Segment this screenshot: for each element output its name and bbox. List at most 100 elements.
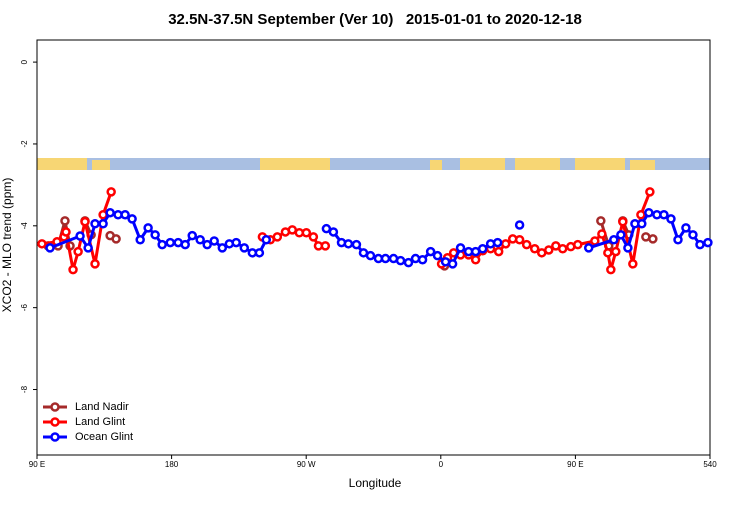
data-point bbox=[239, 243, 250, 253]
x-tick-label: 90 E bbox=[567, 460, 583, 469]
data-point bbox=[417, 255, 428, 265]
legend-marker bbox=[50, 417, 60, 427]
x-tick-label: 0 bbox=[439, 460, 444, 469]
data-point bbox=[425, 246, 436, 257]
data-point bbox=[492, 237, 503, 248]
data-point bbox=[623, 243, 633, 253]
legend-label: Ocean Glint bbox=[75, 431, 133, 443]
data-point bbox=[202, 239, 212, 250]
data-point bbox=[666, 214, 676, 224]
data-point bbox=[301, 228, 312, 238]
data-point bbox=[695, 239, 705, 250]
data-point bbox=[628, 259, 638, 269]
data-point bbox=[493, 246, 504, 257]
data-point bbox=[68, 264, 78, 275]
data-point bbox=[603, 248, 613, 258]
data-point bbox=[618, 216, 628, 227]
data-point bbox=[590, 236, 600, 246]
y-axis-label: XCO2 - MLO trend (ppm) bbox=[0, 178, 14, 313]
data-point bbox=[308, 232, 319, 242]
data-point bbox=[98, 219, 108, 229]
data-point bbox=[514, 220, 525, 230]
data-point bbox=[328, 227, 339, 237]
data-point bbox=[90, 219, 100, 229]
data-point bbox=[573, 239, 583, 250]
data-point bbox=[380, 253, 391, 264]
data-point bbox=[217, 243, 228, 253]
data-point bbox=[106, 187, 116, 197]
legend-marker bbox=[50, 432, 60, 442]
data-point bbox=[681, 223, 691, 233]
y-tick-label: 0 bbox=[20, 59, 29, 64]
data-point bbox=[120, 210, 130, 220]
data-point bbox=[135, 234, 145, 245]
data-point bbox=[403, 257, 414, 268]
y-tick-label: -2 bbox=[20, 140, 29, 148]
x-tick-label: 90 E bbox=[29, 460, 45, 469]
data-point bbox=[90, 259, 100, 269]
data-point bbox=[557, 243, 568, 254]
data-point bbox=[596, 216, 606, 226]
data-point bbox=[320, 241, 331, 251]
data-point bbox=[544, 245, 554, 255]
data-point bbox=[395, 255, 406, 266]
data-point bbox=[703, 237, 713, 248]
data-point bbox=[648, 234, 658, 244]
y-tick-label: -4 bbox=[20, 222, 29, 230]
x-tick-label: 540 bbox=[703, 460, 717, 469]
data-point bbox=[105, 207, 115, 218]
data-point bbox=[432, 250, 443, 261]
data-point bbox=[60, 216, 70, 226]
data-point bbox=[61, 227, 71, 237]
data-point bbox=[37, 239, 47, 249]
data-point bbox=[673, 234, 683, 245]
legend-marker bbox=[50, 402, 60, 412]
data-point bbox=[261, 234, 272, 245]
data-point bbox=[321, 223, 332, 234]
data-point bbox=[636, 210, 646, 220]
data-point bbox=[637, 219, 647, 229]
data-point bbox=[529, 243, 540, 254]
y-tick-label: -8 bbox=[20, 385, 29, 393]
data-point bbox=[645, 187, 655, 197]
data-point bbox=[447, 259, 458, 269]
data-point bbox=[500, 239, 511, 249]
data-point bbox=[75, 231, 85, 241]
data-point bbox=[455, 243, 466, 253]
data-point bbox=[470, 255, 481, 265]
data-point bbox=[606, 264, 616, 275]
data-point bbox=[514, 234, 525, 245]
data-point bbox=[83, 243, 93, 253]
data-point bbox=[477, 243, 488, 254]
x-axis-label: Longitude bbox=[349, 476, 402, 490]
data-point bbox=[365, 250, 376, 261]
plot-frame bbox=[36, 39, 711, 456]
data-point bbox=[343, 239, 354, 249]
data-point bbox=[127, 214, 137, 224]
data-point bbox=[45, 243, 55, 253]
data-point bbox=[157, 239, 167, 250]
data-point bbox=[644, 207, 654, 218]
data-point bbox=[659, 210, 669, 220]
data-point bbox=[272, 232, 283, 242]
data-point bbox=[521, 239, 532, 250]
data-point bbox=[597, 229, 607, 239]
x-tick-label: 90 W bbox=[297, 460, 316, 469]
data-point bbox=[195, 234, 205, 245]
data-point bbox=[80, 216, 90, 227]
data-point bbox=[231, 237, 241, 248]
data-point bbox=[254, 248, 265, 258]
legend-label: Land Glint bbox=[75, 416, 125, 428]
series-line bbox=[41, 191, 652, 271]
data-point bbox=[351, 239, 362, 250]
data-point bbox=[143, 223, 153, 233]
legend-label: Land Nadir bbox=[75, 401, 129, 413]
x-tick-label: 180 bbox=[165, 460, 179, 469]
y-tick-label: -6 bbox=[20, 304, 29, 312]
data-point bbox=[187, 230, 197, 241]
data-point bbox=[180, 239, 190, 250]
data-point bbox=[73, 246, 83, 257]
map-strip bbox=[37, 158, 710, 170]
data-point bbox=[165, 237, 176, 248]
